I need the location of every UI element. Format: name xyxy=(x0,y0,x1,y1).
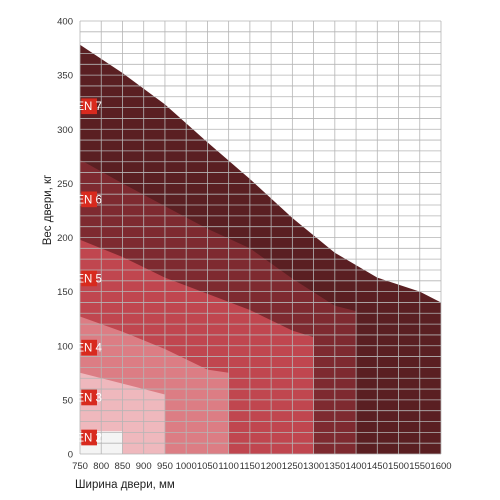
y-tick-label: 300 xyxy=(57,125,73,136)
x-tick-label: 1350 xyxy=(324,461,345,472)
x-tick-label: 850 xyxy=(115,461,131,472)
x-tick-label: 1600 xyxy=(430,461,451,472)
y-tick-label: 0 xyxy=(68,450,73,461)
x-tick-label: 1050 xyxy=(197,461,218,472)
x-tick-label: 1550 xyxy=(409,461,430,472)
y-axis-title: Вес двери, кг xyxy=(42,175,54,246)
x-tick-label: 1500 xyxy=(388,461,409,472)
x-tick-label: 950 xyxy=(157,461,173,472)
band-label-tag xyxy=(81,389,97,406)
y-tick-label: 400 xyxy=(57,17,73,28)
x-tick-label: 1250 xyxy=(282,461,303,472)
band-label-text: EN 7 xyxy=(76,101,102,113)
band-label-en-6: EN 6 xyxy=(76,191,102,208)
y-tick-label: 50 xyxy=(62,395,73,406)
y-tick-label: 250 xyxy=(57,179,73,190)
x-tick-label: 1400 xyxy=(345,461,366,472)
band-label-text: EN 3 xyxy=(76,392,102,404)
band-label-en-3: EN 3 xyxy=(76,389,102,406)
band-label-tag xyxy=(81,270,97,287)
x-tick-label: 1000 xyxy=(176,461,197,472)
band-label-en-2: EN 2 xyxy=(76,429,102,446)
band-label-tag xyxy=(81,339,97,356)
chart-axis: 750 800 850 900 950 1000 1050 1100 1150 1200 1250 1… xyxy=(57,17,451,473)
band-label-en-4: EN 4 xyxy=(76,339,103,356)
band-label-tag xyxy=(81,98,97,115)
x-tick-label: 800 xyxy=(93,461,109,472)
x-tick-label: 1150 xyxy=(240,461,260,472)
band-label-text: EN 6 xyxy=(76,194,102,206)
band-label-en-5: EN 5 xyxy=(76,270,102,287)
y-tick-label: 150 xyxy=(57,287,73,298)
x-tick-label: 750 xyxy=(72,461,88,472)
x-tick-label: 900 xyxy=(136,461,152,472)
band-label-text: EN 5 xyxy=(76,273,102,285)
band-label-en-7: EN 7 xyxy=(76,98,102,115)
y-tick-label: 350 xyxy=(57,71,73,82)
y-tick-label: 200 xyxy=(57,233,73,244)
y-tick-label: 100 xyxy=(57,341,73,352)
x-tick-label: 1300 xyxy=(303,461,324,472)
x-axis-title: Ширина двери, мм xyxy=(75,479,175,491)
band-label-text: EN 4 xyxy=(76,343,102,355)
x-tick-label: 1200 xyxy=(261,461,282,472)
band-label-tag xyxy=(81,429,97,446)
band-label-text: EN 2 xyxy=(76,432,102,444)
band-label-tag xyxy=(81,191,97,208)
chart-bands xyxy=(80,44,441,455)
chart-band-labels: EN 7 EN 6 EN 5 EN 4 EN 3 EN 2 xyxy=(76,98,103,446)
x-tick-label: 1100 xyxy=(218,461,238,472)
chart-grid xyxy=(79,20,442,455)
x-tick-label: 1450 xyxy=(367,461,388,472)
